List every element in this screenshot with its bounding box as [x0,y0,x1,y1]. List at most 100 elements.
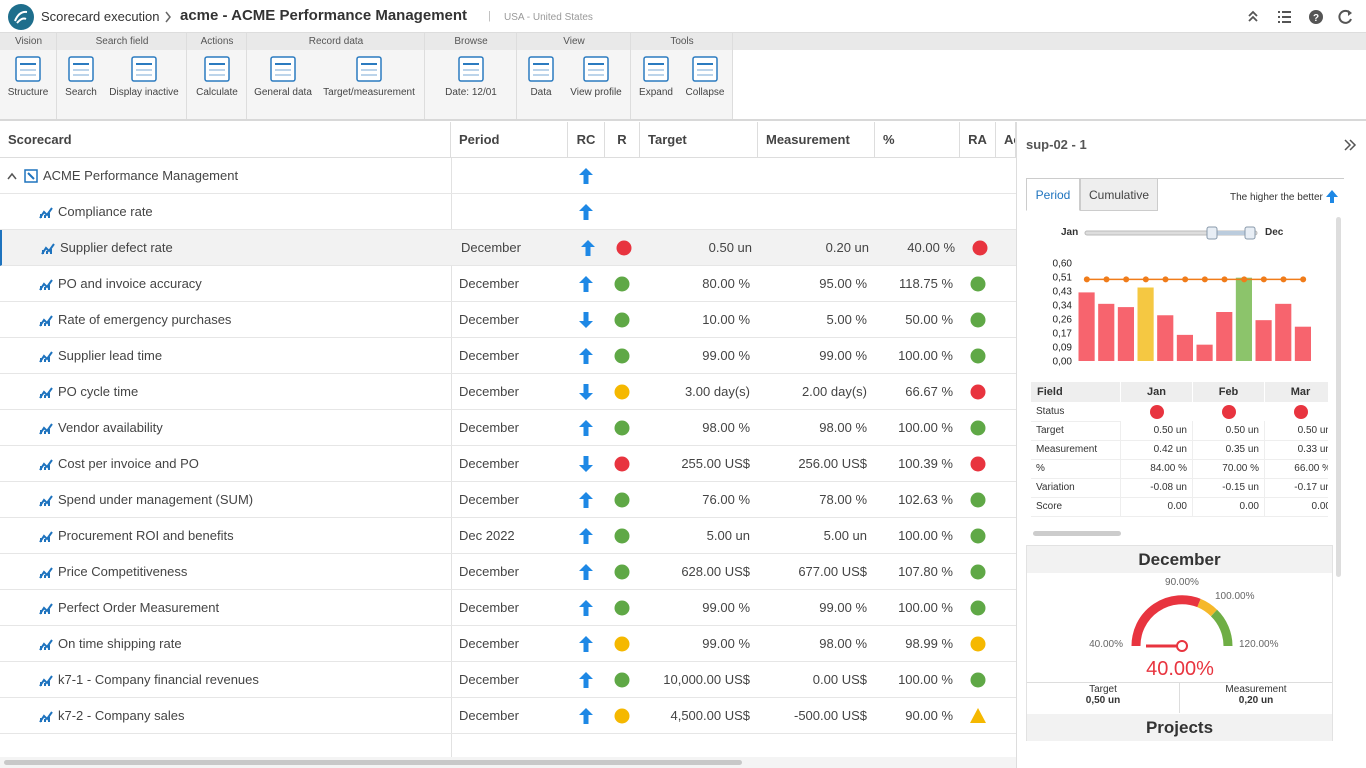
arrow [579,276,593,292]
toolbar-button[interactable]: View profile [570,87,622,98]
scorecard-name[interactable]: ACME Performance Management [43,168,239,183]
row-icon [39,531,53,543]
scorecard-name[interactable]: Procurement ROI and benefits [58,528,234,543]
table-row[interactable]: Rate of emergency purchases December 10.00… [0,302,1016,338]
status-dot [614,564,630,580]
scorecard-name[interactable]: Perfect Order Measurement [58,600,220,615]
v-scroll[interactable] [1336,217,1341,577]
grid-cell: 0.42 un [1121,440,1193,460]
scorecard-name[interactable]: k7-1 - Company financial revenues [58,672,259,687]
breadcrumb[interactable]: Scorecard execution [41,9,160,24]
toolbar-button[interactable]: Collapse [685,87,725,98]
table-row[interactable]: On time shipping rate December 99.00 % 98.0… [0,626,1016,662]
group-sep [186,33,187,119]
scorecard-name[interactable]: Supplier defect rate [60,240,173,255]
header-icons[interactable]: ? [1245,8,1357,26]
scorecard-name[interactable]: PO cycle time [58,384,139,399]
measurement: 0.20 un [825,240,869,255]
toolbar-button[interactable]: Date: 12/01 [445,87,497,98]
collapse-panel[interactable] [1343,139,1357,151]
table-row[interactable]: Cost per invoice and PO December 255.00 US… [0,446,1016,482]
status-indicator [614,708,630,724]
table-row[interactable]: Compliance rate [0,194,1016,230]
column-header[interactable]: Measurement [758,122,875,158]
column-header[interactable]: Period [451,122,568,158]
chevron [7,172,17,180]
status-indicator [970,312,986,328]
table-row[interactable]: Perfect Order Measurement December 99.00 %… [0,590,1016,626]
target: 255.00 US$ [681,456,750,471]
toolbar-button[interactable]: Display inactive [109,87,179,98]
scorecard-name[interactable]: Compliance rate [58,204,153,219]
arrow [581,240,595,256]
status-dot [970,456,986,472]
table-row[interactable]: Procurement ROI and benefits Dec 2022 5.00… [0,518,1016,554]
scorecard-name[interactable]: Supplier lead time [58,348,163,363]
scorecard-name[interactable]: Rate of emergency purchases [58,312,232,327]
status-dot [972,240,988,256]
status-indicator [614,312,630,328]
table-row[interactable]: k7-1 - Company financial revenues Decembe… [0,662,1016,698]
toolbar-button[interactable]: Data [530,87,552,98]
column-header[interactable]: Ac [996,122,1016,158]
group-label: Vision [14,36,43,47]
row-icon [39,207,53,219]
scorecard-name[interactable]: Cost per invoice and PO [58,456,199,471]
table-row[interactable]: Price Competitiveness December 628.00 US$ 6… [0,554,1016,590]
scorecard-name[interactable]: Spend under management (SUM) [58,492,254,507]
status-dot [970,276,986,292]
panel-title: sup-02 - 1 [1026,137,1087,152]
table-row[interactable]: Supplier lead time December 99.00 % 99.00 %… [0,338,1016,374]
column-header[interactable]: Scorecard [0,122,451,158]
direction-arrow [579,168,593,184]
tab[interactable]: Cumulative [1080,178,1158,211]
scorecard-name[interactable]: On time shipping rate [58,636,182,651]
bar [1137,287,1154,361]
direction-arrow [579,492,593,508]
expand-toggle [7,172,17,180]
measurement: 95.00 % [819,276,867,291]
target-point [1103,276,1110,283]
grid-scroll[interactable] [1033,531,1121,536]
table-row[interactable]: ACME Performance Management [0,158,1016,194]
group-sep [424,33,425,119]
group-sep [516,33,517,119]
side-panel: sup-02 - 1 Period Cumulative The higher … [1016,122,1366,768]
toolbar-icon [458,56,484,82]
table-row[interactable]: PO cycle time December 3.00 day(s) 2.00 day… [0,374,1016,410]
column-header[interactable]: % [875,122,960,158]
table-row[interactable]: k7-2 - Company sales December 4,500.00 US$… [0,698,1016,734]
toolbar-button[interactable]: Expand [639,87,673,98]
column-header[interactable]: RC [568,122,605,158]
column-header[interactable]: Target [640,122,758,158]
row-icon [39,603,53,615]
tab-active[interactable]: Period [1026,178,1080,211]
toolbar-button[interactable]: Target/measurement [323,87,415,98]
status-dot [970,312,986,328]
toolbar-button[interactable]: General data [254,87,312,98]
table-row[interactable]: Spend under management (SUM) December 76.0… [0,482,1016,518]
scorecard-name[interactable]: Vendor availability [58,420,163,435]
gauge-max: 120.00% [1239,639,1279,650]
status-dot [970,528,986,544]
status-indicator [1222,405,1236,419]
table-row[interactable]: Vendor availability December 98.00 % 98.00 … [0,410,1016,446]
scorecard-name[interactable]: k7-2 - Company sales [58,708,185,723]
scorecard-name[interactable]: Price Competitiveness [58,564,188,579]
toolbar-button[interactable]: Structure [7,87,49,98]
column-header[interactable]: RA [960,122,996,158]
toolbar-button[interactable]: Search [65,87,97,98]
h-scroll-thumb[interactable] [4,760,742,765]
range-slider[interactable] [1083,225,1259,241]
arrow [579,420,593,436]
percent: 100.39 % [898,456,953,471]
direction-arrow [579,636,593,652]
column-header[interactable]: R [605,122,640,158]
table-row[interactable]: Supplier defect rate December 0.50 un 0.20 … [0,230,1016,266]
status-dot [1222,405,1236,419]
arrow [579,312,593,328]
row-icon [24,169,38,183]
toolbar-button[interactable]: Calculate [196,87,238,98]
scorecard-name[interactable]: PO and invoice accuracy [58,276,202,291]
table-row[interactable]: PO and invoice accuracy December 80.00 % 95… [0,266,1016,302]
